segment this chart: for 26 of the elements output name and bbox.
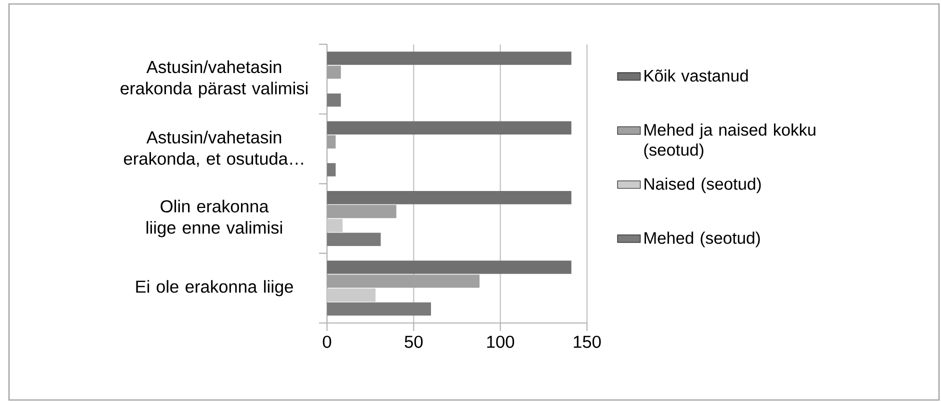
bar — [327, 260, 572, 274]
bar — [327, 204, 396, 218]
x-tick-label: 0 — [322, 336, 332, 348]
bar — [327, 288, 376, 302]
bar — [327, 52, 572, 65]
x-tick-label: 100 — [487, 336, 514, 348]
bar — [327, 218, 343, 232]
bar — [327, 66, 341, 79]
y-tick-label: Astusin/vahetasin erakonda, et osutuda… — [124, 130, 303, 167]
y-tick-label: Astusin/vahetasin erakonda pärast valimisi — [120, 60, 308, 98]
bar — [327, 190, 572, 204]
bar — [327, 163, 336, 176]
bar — [327, 232, 381, 246]
bar — [327, 135, 336, 148]
bar — [327, 302, 432, 316]
legend-label: Naised (seotud) — [644, 178, 761, 194]
y-tick-label: Olin erakonna liige enne valimisi — [146, 200, 282, 238]
legend-label: Kõik vastanud — [644, 69, 748, 82]
x-tick-label: 150 — [574, 336, 601, 348]
y-tick-label: Ei ole erakonna liige — [136, 280, 293, 296]
bar — [327, 93, 341, 107]
legend-label: Mehed ja naised kokku (seotud) — [644, 124, 816, 160]
bar — [327, 121, 572, 135]
x-tick-label: 50 — [404, 336, 423, 348]
bar — [327, 274, 480, 288]
legend-label: Mehed (seotud) — [644, 232, 760, 248]
